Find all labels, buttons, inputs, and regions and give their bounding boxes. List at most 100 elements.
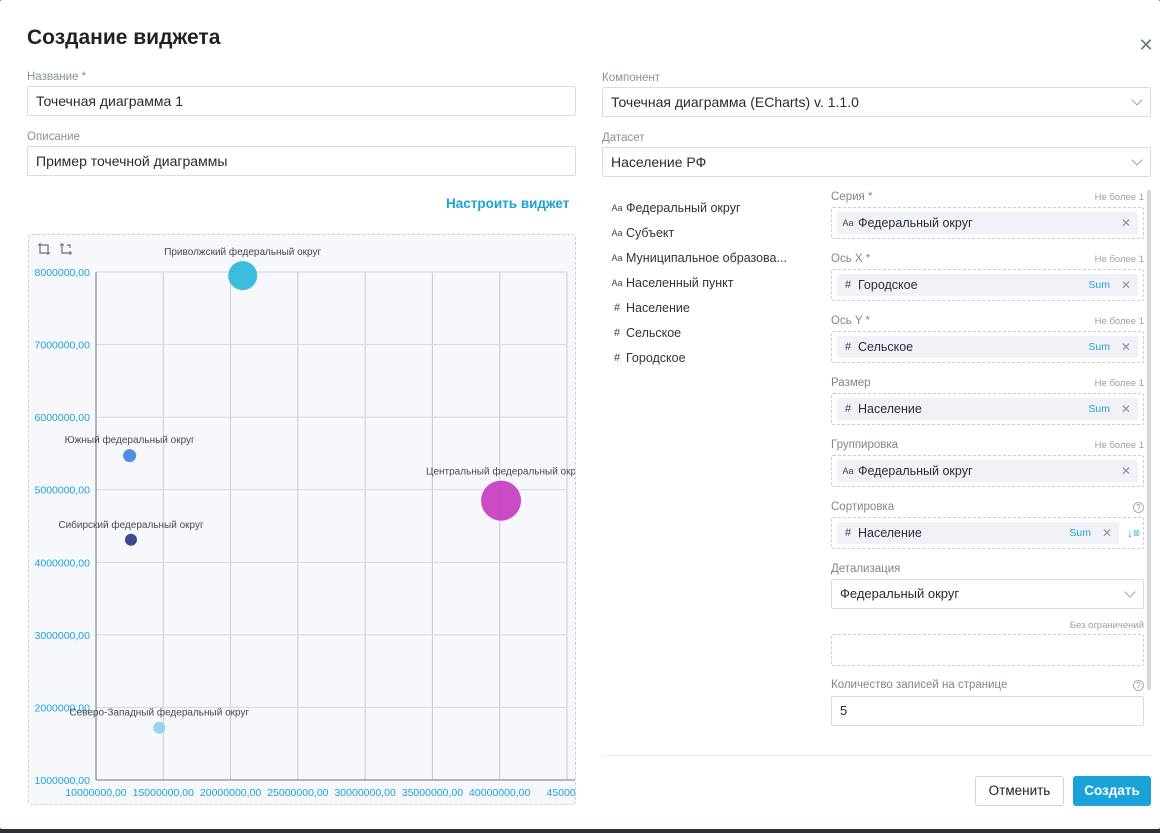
field-item[interactable]: # Сельское (610, 320, 810, 345)
field-item[interactable]: # Городское (610, 345, 810, 370)
size-label: Размер (831, 377, 871, 389)
grouping-chip[interactable]: Aa Федеральный округ ✕ (837, 460, 1138, 482)
chart-preview: 1000000,00 2000000,00 3000000,00 4000000,00… (28, 234, 576, 805)
remove-icon[interactable]: ✕ (1120, 464, 1131, 478)
component-value: Точечная диаграмма (ECharts) v. 1.1.0 (611, 94, 859, 110)
remove-icon[interactable]: ✕ (1101, 526, 1112, 540)
close-icon[interactable]: ✕ (1138, 35, 1154, 55)
number-type-icon: # (613, 351, 621, 364)
sort-desc-icon[interactable]: ↓≡ (1126, 526, 1140, 540)
x-tick-label: 20000000,00 (200, 787, 261, 799)
remove-icon[interactable]: ✕ (1120, 340, 1131, 354)
configure-widget-link[interactable]: Настроить виджет (446, 196, 570, 211)
remove-icon[interactable]: ✕ (1120, 278, 1131, 292)
remove-icon[interactable]: ✕ (1120, 402, 1131, 416)
help-icon[interactable]: ? (1133, 502, 1144, 513)
field-label: Население (626, 300, 690, 315)
y-tick-label: 7000000,00 (35, 340, 91, 352)
scatter-chart: 1000000,00 2000000,00 3000000,00 4000000,00… (35, 246, 576, 799)
y-tick-label: 6000000,00 (35, 412, 91, 424)
page-size-input[interactable]: 5 (831, 696, 1144, 726)
grouping-dropzone[interactable]: Aa Федеральный округ ✕ (831, 455, 1144, 487)
dataset-value: Население РФ (611, 154, 707, 170)
grouping-limit: Не более 1 (1094, 440, 1144, 451)
point-label: Южный федеральный округ (65, 434, 195, 446)
series-limit: Не более 1 (1094, 192, 1144, 203)
page-size-label: Количество записей на странице (831, 679, 1008, 691)
field-label: Сельское (626, 325, 682, 340)
sorting-chip[interactable]: # Население Sum ✕ (837, 522, 1119, 544)
chip-label: Федеральный округ (858, 464, 973, 478)
number-type-icon: # (844, 527, 852, 539)
dataset-select[interactable]: Население РФ (602, 147, 1151, 177)
scatter-point (228, 261, 258, 291)
y-axis-label: Ось Y * (831, 315, 871, 327)
size-dropzone[interactable]: # Население Sum ✕ (831, 393, 1144, 425)
x-axis-dropzone[interactable]: # Городское Sum ✕ (831, 269, 1144, 301)
cancel-button[interactable]: Отменить (975, 776, 1064, 806)
name-label: Название * (27, 71, 87, 83)
detail-limit: Без ограничений (1069, 620, 1144, 631)
dialog-title: Создание виджета (27, 26, 221, 49)
x-tick-label: 15000000,00 (133, 787, 194, 799)
dataset-fields-list: Aa Федеральный округ Aa Субъект Aa Муниципа… (610, 195, 810, 370)
field-item[interactable]: Aa Муниципальное образова... (610, 245, 810, 270)
aggregation-dropdown[interactable]: Sum (1088, 341, 1110, 353)
x-tick-label: 40000000,00 (469, 787, 530, 799)
x-tick-label: 35000000,00 (402, 787, 463, 799)
number-type-icon: # (844, 279, 852, 291)
x-axis-label: Ось X * (831, 253, 871, 265)
create-button[interactable]: Создать (1073, 776, 1151, 806)
field-item[interactable]: Aa Населенный пункт (610, 270, 810, 295)
y-axis-limit: Не более 1 (1094, 316, 1144, 327)
y-axis-chip[interactable]: # Сельское Sum ✕ (837, 336, 1138, 358)
size-chip[interactable]: # Население Sum ✕ (837, 398, 1138, 420)
detail-value: Федеральный округ (840, 586, 960, 601)
grouping-label: Группировка (831, 439, 899, 451)
detail-select[interactable]: Федеральный округ (831, 579, 1144, 609)
field-item[interactable]: Aa Федеральный округ (610, 195, 810, 220)
aggregation-dropdown[interactable]: Sum (1088, 279, 1110, 291)
chip-label: Население (858, 526, 922, 540)
point-label: Приволжский федеральный округ (164, 246, 321, 258)
component-select[interactable]: Точечная диаграмма (ECharts) v. 1.1.0 (602, 87, 1151, 117)
text-type-icon: Aa (611, 227, 623, 238)
description-label: Описание (27, 131, 80, 143)
x-tick-label: 4500000 (547, 787, 576, 799)
x-tick-label: 25000000,00 (267, 787, 328, 799)
chip-label: Сельское (858, 340, 914, 354)
field-label: Федеральный округ (626, 200, 741, 215)
box-select-icon[interactable] (37, 242, 51, 256)
field-label: Городское (626, 350, 686, 365)
name-input[interactable]: Точечная диаграмма 1 (27, 86, 576, 116)
series-dropzone[interactable]: Aa Федеральный округ ✕ (831, 207, 1144, 239)
y-tick-label: 1000000,00 (35, 775, 91, 787)
y-tick-label: 3000000,00 (35, 630, 91, 642)
field-label: Субъект (626, 225, 675, 240)
x-axis-chip[interactable]: # Городское Sum ✕ (837, 274, 1138, 296)
remove-icon[interactable]: ✕ (1120, 216, 1131, 230)
help-icon[interactable]: ? (1133, 680, 1144, 691)
field-label: Населенный пункт (626, 275, 734, 290)
aggregation-dropdown[interactable]: Sum (1069, 527, 1091, 539)
text-type-icon: Aa (611, 202, 623, 213)
point-label: Центральный федеральный окр (426, 466, 576, 478)
series-chip[interactable]: Aa Федеральный округ ✕ (837, 212, 1138, 234)
point-label: Сибирский федеральный округ (58, 519, 204, 531)
field-item[interactable]: # Население (610, 295, 810, 320)
text-type-icon: Aa (842, 466, 854, 476)
aggregation-dropdown[interactable]: Sum (1088, 403, 1110, 415)
detail-dropzone[interactable] (831, 634, 1144, 666)
size-limit: Не более 1 (1094, 378, 1144, 389)
chevron-down-icon (1124, 586, 1136, 598)
scrollbar[interactable] (1147, 190, 1151, 690)
field-item[interactable]: Aa Субъект (610, 220, 810, 245)
footer-divider (602, 755, 1151, 756)
sorting-label: Сортировка (831, 501, 895, 513)
scatter-point (123, 449, 137, 463)
sorting-dropzone[interactable]: # Население Sum ✕ ↓≡ (831, 517, 1144, 549)
number-type-icon: # (613, 301, 621, 314)
box-select-clear-icon[interactable] (59, 242, 73, 256)
description-input[interactable]: Пример точечной диаграммы (27, 146, 576, 176)
y-axis-dropzone[interactable]: # Сельское Sum ✕ (831, 331, 1144, 363)
